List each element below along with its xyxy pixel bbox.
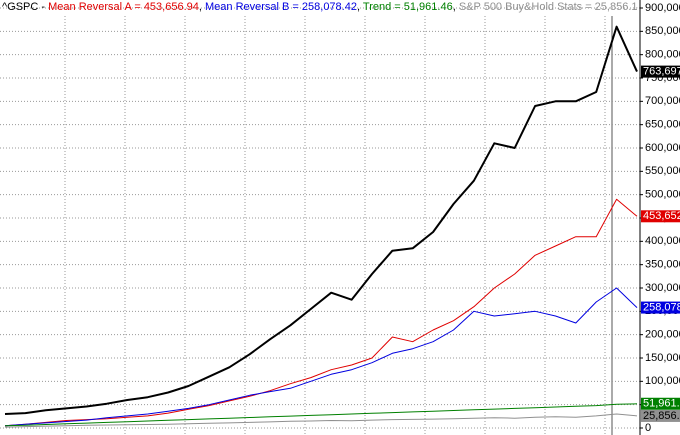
y-tick-label: 200,000 bbox=[645, 329, 680, 341]
legend-separator: , bbox=[199, 1, 202, 13]
y-tick-label: 900,000 bbox=[645, 2, 680, 14]
y-tick-label: 550,000 bbox=[645, 165, 680, 177]
value-tag bbox=[641, 65, 680, 78]
y-tick-label: 100,000 bbox=[645, 375, 680, 387]
value-tag bbox=[641, 409, 680, 422]
y-tick-label: 800,000 bbox=[645, 49, 680, 61]
y-tick-label: 150,000 bbox=[645, 352, 680, 364]
legend-title: ^GSPC - bbox=[2, 1, 45, 13]
y-tick-label: 850,000 bbox=[645, 25, 680, 37]
series-line bbox=[4, 287, 638, 427]
value-tag-label: 453,652 bbox=[643, 210, 680, 222]
legend-entry: S&P 500 Buy&Hold Stats = 25,856.14 bbox=[459, 1, 644, 13]
legend-entry: Trend = 51,961.46 bbox=[363, 1, 453, 13]
value-tag-label: 258,078 bbox=[643, 301, 680, 313]
legend-separator: , bbox=[357, 1, 360, 13]
y-tick-label: 400,000 bbox=[645, 235, 680, 247]
plot-area bbox=[0, 0, 643, 435]
legend-separator: , bbox=[453, 1, 456, 13]
y-tick-label: 500,000 bbox=[645, 189, 680, 201]
y-tick-label: 0 bbox=[645, 422, 651, 434]
value-tag bbox=[641, 397, 680, 410]
series-line bbox=[4, 198, 638, 427]
legend-entry: Mean Reversal A = 453,656.94 bbox=[48, 1, 199, 13]
series-line bbox=[4, 413, 638, 428]
legend-entry: Mean Reversal B = 258,078.42 bbox=[205, 1, 357, 13]
y-tick-label: 600,000 bbox=[645, 142, 680, 154]
series-line bbox=[4, 25, 638, 415]
series-line bbox=[4, 403, 638, 427]
value-tag-label: 25,856.1 bbox=[643, 410, 680, 422]
value-tag-label: 763,697 bbox=[643, 66, 680, 78]
value-tag-label: 51,961.5 bbox=[643, 398, 680, 410]
y-tick-label: 700,000 bbox=[645, 95, 680, 107]
y-tick-label: 650,000 bbox=[645, 119, 680, 131]
legend: ^GSPC - Mean Reversal A = 453,656.94, Me… bbox=[2, 1, 680, 13]
value-tag bbox=[641, 301, 680, 314]
y-tick-label: 300,000 bbox=[645, 282, 680, 294]
y-tick-label: 350,000 bbox=[645, 259, 680, 271]
value-tag bbox=[641, 210, 680, 223]
